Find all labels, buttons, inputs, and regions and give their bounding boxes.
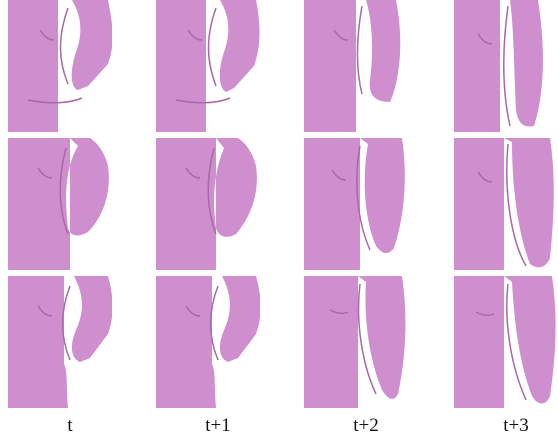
body-mesh-render [304, 0, 408, 132]
column-label-t+2: t+2 [353, 415, 379, 436]
body-mesh-render [8, 138, 112, 270]
body-mesh-render [304, 138, 408, 270]
body-mesh-render [454, 138, 558, 270]
column-label-t+3: t+3 [503, 415, 529, 436]
column-label-t: t [67, 415, 73, 436]
body-mesh-render [304, 276, 408, 408]
frame-row2-t [8, 138, 112, 270]
body-mesh-render [156, 138, 260, 270]
frame-row2-t+2 [304, 138, 408, 270]
frame-row3-t+1 [156, 276, 260, 408]
column-label-t+1: t+1 [205, 415, 231, 436]
body-mesh-render [454, 276, 558, 408]
frame-row3-t [8, 276, 112, 408]
frame-row1-t [8, 0, 112, 132]
frame-row1-t+3 [454, 0, 558, 132]
body-mesh-render [454, 0, 558, 132]
body-mesh-render [156, 276, 260, 408]
frame-row2-t+1 [156, 138, 260, 270]
body-mesh-render [8, 0, 112, 132]
frame-row1-t+1 [156, 0, 260, 132]
frame-row3-t+2 [304, 276, 408, 408]
frame-row3-t+3 [454, 276, 558, 408]
body-mesh-render [156, 0, 260, 132]
body-mesh-render [8, 276, 112, 408]
frame-row2-t+3 [454, 138, 558, 270]
frame-row1-t+2 [304, 0, 408, 132]
